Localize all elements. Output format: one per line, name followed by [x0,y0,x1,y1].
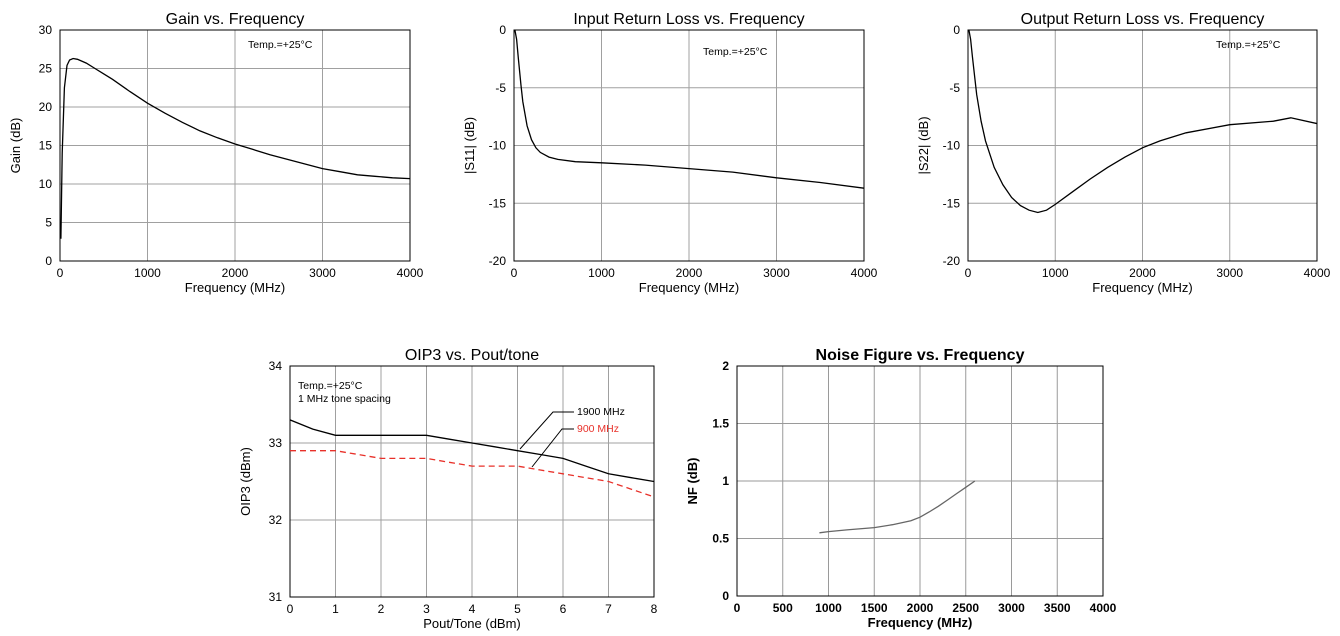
x-tick-label: 1 [332,602,339,616]
annotation: Temp.=+25°C [298,380,363,392]
leader-line [531,428,574,468]
chart-title: Output Return Loss vs. Frequency [1021,11,1265,28]
x-tick-label: 0 [57,266,64,280]
plot-frame [59,29,411,262]
chart-title: Gain vs. Frequency [166,11,305,28]
series-line-1 [819,480,976,534]
series-line-900-mhz [290,450,654,498]
y-tick-label: 5 [45,216,52,230]
chart-title: OIP3 vs. Pout/tone [405,347,539,364]
y-tick-label: 25 [39,62,53,76]
y-tick-label: 30 [39,23,53,37]
x-tick-label: 1000 [1042,266,1069,280]
x-tick-label: 3000 [1216,266,1243,280]
series-label: 1900 MHz [577,406,625,418]
y-tick-label: 32 [269,513,283,527]
x-tick-label: 1000 [588,266,615,280]
y-tick-label: -10 [489,139,507,153]
y-tick-label: -10 [943,139,961,153]
y-tick-label: -15 [489,196,507,210]
x-tick-label: 4000 [1090,601,1117,615]
x-tick-label: 5 [514,602,521,616]
x-tick-label: 3500 [1044,601,1071,615]
y-tick-label: -5 [949,81,960,95]
x-tick-label: 0 [511,266,518,280]
y-axis-label: |S11| (dB) [462,117,477,174]
x-axis-label: Pout/Tone (dBm) [423,616,521,631]
x-tick-label: 0 [287,602,294,616]
x-tick-label: 0 [965,266,972,280]
y-tick-label: 31 [269,590,283,604]
y-tick-label: 1 [722,474,729,488]
y-tick-label: 10 [39,177,53,191]
x-tick-label: 2 [378,602,385,616]
y-tick-label: 0 [722,589,729,603]
plot-frame [967,29,1318,262]
x-tick-label: 3000 [763,266,790,280]
y-tick-label: 0 [45,254,52,268]
x-tick-label: 3000 [998,601,1025,615]
x-tick-label: 0 [734,601,741,615]
y-tick-label: 1.5 [712,417,729,431]
y-tick-label: 34 [269,359,283,373]
y-tick-label: 20 [39,100,53,114]
x-tick-label: 4000 [397,266,424,280]
y-tick-label: -20 [489,254,507,268]
x-axis-label: Frequency (MHz) [639,280,739,295]
x-tick-label: 1000 [815,601,842,615]
annotation: Temp.=+25°C [248,39,313,51]
y-axis-label: OIP3 (dBm) [238,447,253,516]
series-label: 900 MHz [577,423,619,435]
y-tick-label: -15 [943,196,961,210]
x-tick-label: 3000 [309,266,336,280]
series-line-1 [514,30,864,189]
annotation: 1 MHz tone spacing [298,393,391,405]
chart-title: Noise Figure vs. Frequency [816,347,1025,364]
y-tick-label: 2 [722,359,729,373]
x-axis-label: Frequency (MHz) [868,615,973,630]
y-tick-label: 15 [39,139,53,153]
y-axis-label: Gain (dB) [8,118,23,174]
series-line-1 [60,57,410,239]
y-tick-label: 0.5 [712,532,729,546]
y-tick-label: -5 [495,81,506,95]
y-tick-label: 0 [499,23,506,37]
x-tick-label: 1500 [861,601,888,615]
x-tick-label: 500 [773,601,793,615]
x-tick-label: 2000 [907,601,934,615]
x-tick-label: 2500 [952,601,979,615]
chart-3: 0 1000 2000 3000 4000 -20 -15 -10 -5 0 Output Retu… [916,11,1331,295]
annotation: Temp.=+25°C [1216,39,1281,51]
x-tick-label: 2000 [676,266,703,280]
y-tick-label: 33 [269,436,283,450]
plot-frame [736,365,1104,597]
x-tick-label: 7 [605,602,612,616]
x-tick-label: 1000 [134,266,161,280]
x-axis-label: Frequency (MHz) [1092,280,1192,295]
x-tick-label: 2000 [1129,266,1156,280]
x-tick-label: 3 [423,602,430,616]
chart-2: 0 1000 2000 3000 4000 -20 -15 -10 -5 0 Input Retur… [462,11,878,295]
y-tick-label: -20 [943,254,961,268]
y-axis-label: NF (dB) [685,458,700,505]
series-line-1900-mhz [290,419,654,483]
chart-5: 0 500 1000 1500 2000 2500 3000 3500 4000 0 0.5 1 1.5… [685,347,1117,630]
x-tick-label: 2000 [222,266,249,280]
x-tick-label: 8 [651,602,658,616]
series-line-1 [968,30,1317,214]
x-tick-label: 4000 [851,266,878,280]
chart-title: Input Return Loss vs. Frequency [573,11,804,28]
annotation: Temp.=+25°C [703,46,768,58]
y-axis-label: |S22| (dB) [916,116,931,174]
x-axis-label: Frequency (MHz) [185,280,285,295]
x-tick-label: 6 [560,602,567,616]
y-tick-label: 0 [953,23,960,37]
x-tick-label: 4000 [1304,266,1331,280]
plot-frame [513,29,865,262]
x-tick-label: 4 [469,602,476,616]
chart-1: 0 1000 2000 3000 4000 0 5 10 15 20 25 30 Gain vs. Fr… [8,11,424,295]
leader-line [519,411,574,450]
